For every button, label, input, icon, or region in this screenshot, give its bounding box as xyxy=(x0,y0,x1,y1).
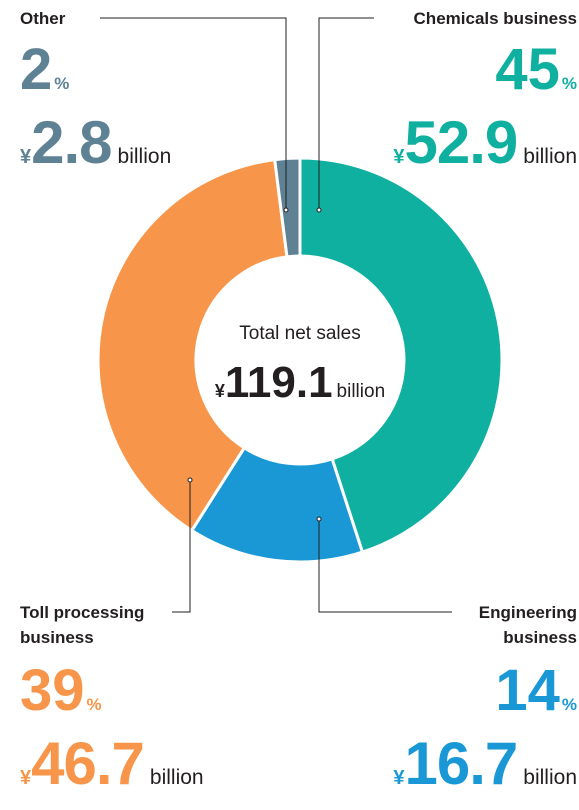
slice-amount: ¥16.7 billion xyxy=(393,730,577,797)
slice-name: Other xyxy=(20,9,66,28)
slice-percent: 39% xyxy=(20,658,102,723)
leader-chemicals xyxy=(318,17,374,210)
leader-toll-processing-dot xyxy=(187,477,193,483)
leader-other xyxy=(100,17,287,210)
slice-name: Engineering business xyxy=(478,603,577,647)
label-other: Other 2% ¥2.8 billion xyxy=(20,6,171,189)
slice-toll-processing-business xyxy=(96,157,289,533)
label-chemicals: Chemicals business 45% ¥52.9 billion xyxy=(393,6,577,189)
donut-chart xyxy=(96,17,504,613)
leader-engineering xyxy=(318,519,452,613)
leader-other-dot xyxy=(283,207,289,213)
slice-percent: 45% xyxy=(495,37,577,102)
slice-engineering-business xyxy=(189,445,365,564)
slice-name: Chemicals business xyxy=(413,9,577,28)
slice-other xyxy=(273,156,302,259)
slice-amount: ¥2.8 billion xyxy=(20,109,172,176)
leader-chemicals-dot xyxy=(316,207,322,213)
center-total: ¥119.1 billion xyxy=(214,358,386,407)
center-title: Total net sales xyxy=(239,323,361,344)
leader-engineering-dot xyxy=(316,516,322,522)
slice-percent: 14% xyxy=(495,658,577,723)
slice-name: Toll processing business xyxy=(20,603,145,647)
slice-chemicals-business xyxy=(298,156,504,555)
slice-amount: ¥46.7 billion xyxy=(20,730,204,797)
leader-toll-processing xyxy=(172,480,191,613)
slice-percent: 2% xyxy=(20,37,70,102)
slice-amount: ¥52.9 billion xyxy=(393,109,577,176)
